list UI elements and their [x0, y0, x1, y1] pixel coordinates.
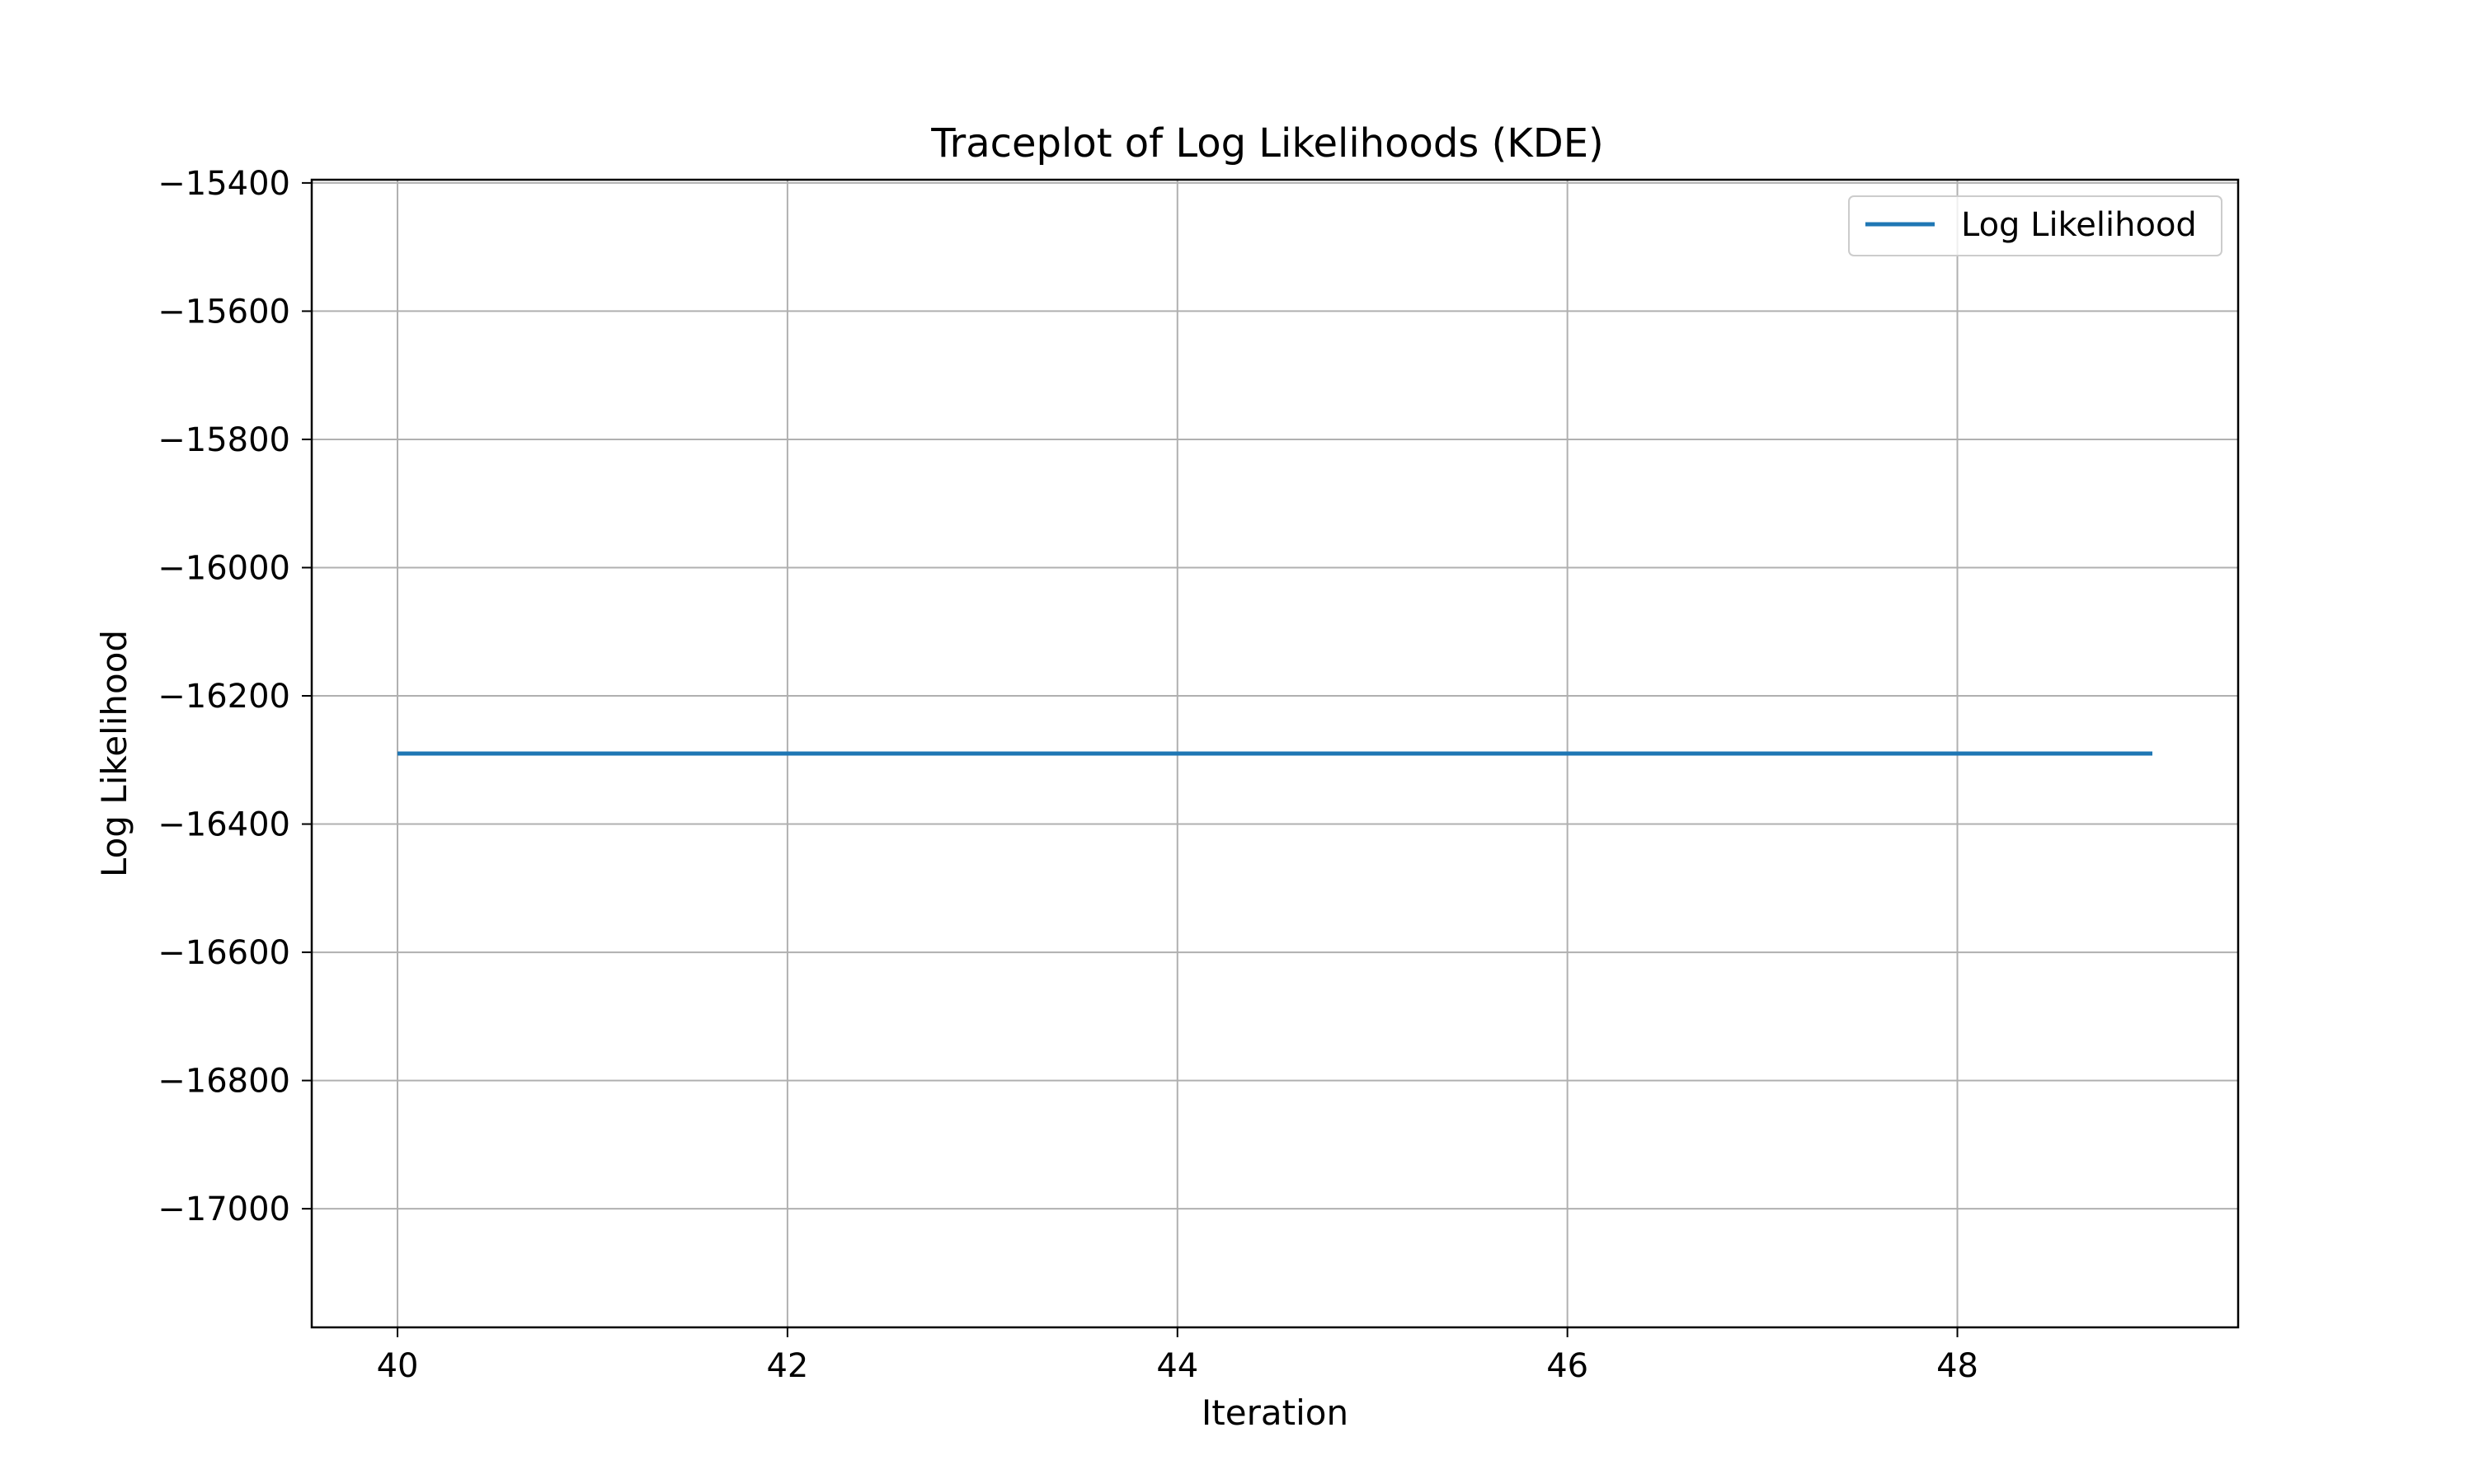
x-tick-label: 44	[1156, 1347, 1198, 1385]
x-axis-label: Iteration	[1202, 1392, 1348, 1433]
y-axis: −15400 −15600 −15800 −16000 −16200 −16400 −166…	[158, 165, 312, 1228]
y-tick-label: −15800	[158, 421, 290, 459]
y-tick-label: −15400	[158, 165, 290, 203]
y-tick-label: −16600	[158, 934, 290, 972]
x-tick-label: 42	[766, 1347, 808, 1385]
x-tick-label: 46	[1546, 1347, 1588, 1385]
y-tick-label: −15600	[158, 293, 290, 331]
y-axis-label: Log Likelihood	[94, 630, 134, 877]
chart-title: Traceplot of Log Likelihoods (KDE)	[930, 120, 1604, 167]
legend: Log Likelihood	[1848, 195, 2222, 256]
plot-frame	[310, 178, 2240, 1329]
legend-box	[1848, 195, 2222, 256]
x-axis: 40 42 44 46 48	[377, 1327, 1978, 1385]
legend-label-log-likelihood: Log Likelihood	[1961, 206, 2197, 244]
y-tick-label: −17000	[158, 1190, 290, 1228]
y-tick-label: −16200	[158, 678, 290, 716]
y-tick-label: −16800	[158, 1063, 290, 1101]
x-tick-label: 40	[377, 1347, 419, 1385]
y-tick-label: −16000	[158, 549, 290, 587]
x-tick-label: 48	[1936, 1347, 1978, 1385]
y-tick-label: −16400	[158, 806, 290, 844]
